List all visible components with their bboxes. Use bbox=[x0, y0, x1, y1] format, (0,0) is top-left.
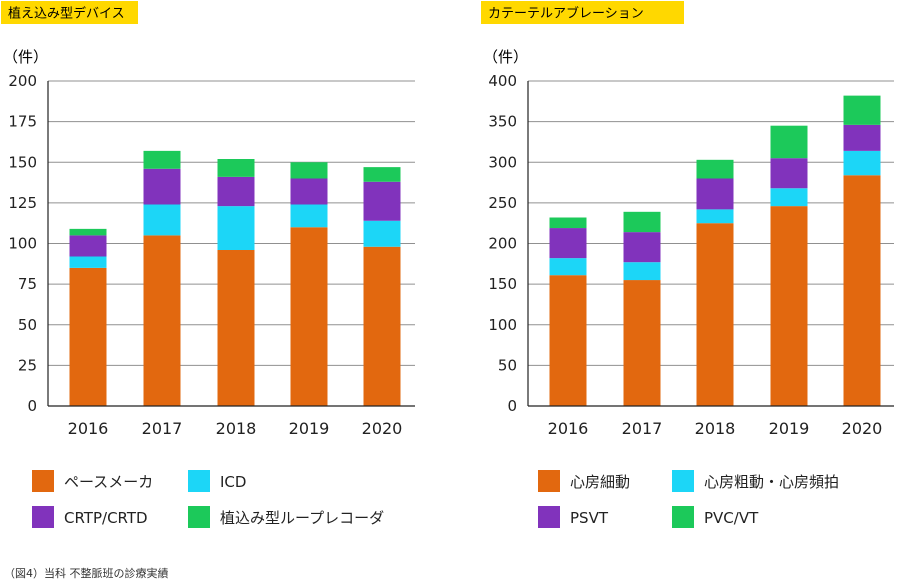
device-ytick-label: 150 bbox=[8, 153, 37, 171]
ablation-ytick-label: 0 bbox=[507, 397, 517, 415]
device-legend-swatch bbox=[188, 506, 210, 528]
device-ytick-label: 0 bbox=[27, 397, 37, 415]
device-xtick-label: 2019 bbox=[289, 419, 330, 438]
ablation-legend-label: 心房粗動・心房頻拍 bbox=[704, 473, 839, 491]
figure-caption: （図4）当科 不整脈班の診療実績 bbox=[4, 567, 169, 580]
device-ytick-label: 75 bbox=[18, 275, 37, 293]
device-legend-label: CRTP/CRTD bbox=[64, 509, 148, 527]
device-bar-2019-series3 bbox=[290, 162, 328, 179]
device-xtick-label: 2018 bbox=[216, 419, 257, 438]
device-bar-2018-series2 bbox=[217, 176, 255, 207]
ablation-legend-swatch bbox=[672, 506, 694, 528]
device-bar-2020-series2 bbox=[363, 181, 401, 221]
ablation-bar-2017-series0 bbox=[623, 280, 661, 406]
ablation-bar-2019-series2 bbox=[770, 158, 808, 189]
ablation-bar-2019-series0 bbox=[770, 206, 808, 406]
ablation-bar-2017-series3 bbox=[623, 211, 661, 233]
ablation-bar-2018-series0 bbox=[696, 223, 734, 406]
device-ytick-label: 25 bbox=[18, 356, 37, 374]
device-bar-2016-series2 bbox=[69, 235, 107, 257]
device-bar-2017-series1 bbox=[143, 204, 181, 236]
device-legend-swatch bbox=[188, 470, 210, 492]
device-legend-label: ICD bbox=[220, 473, 246, 491]
ablation-legend-swatch bbox=[672, 470, 694, 492]
ablation-xtick-label: 2018 bbox=[695, 419, 736, 438]
ablation-ytick-label: 150 bbox=[488, 275, 517, 293]
ablation-legend-swatch bbox=[538, 470, 560, 492]
device-bar-2017-series2 bbox=[143, 168, 181, 205]
ablation-ytick-label: 250 bbox=[488, 194, 517, 212]
device-ytick-label: 50 bbox=[18, 316, 37, 334]
device-legend-label: 植込み型ループレコーダ bbox=[220, 509, 384, 527]
device-bar-2020-series0 bbox=[363, 246, 401, 406]
device-xtick-label: 2017 bbox=[142, 419, 183, 438]
device-xtick-label: 2016 bbox=[68, 419, 109, 438]
ablation-bar-2018-series2 bbox=[696, 178, 734, 210]
ablation-bar-2016-series2 bbox=[549, 228, 587, 259]
ablation-legend-label: PVC/VT bbox=[704, 509, 759, 527]
ablation-legend-label: 心房細動 bbox=[570, 473, 630, 491]
ablation-bar-2019-series3 bbox=[770, 125, 808, 159]
device-bar-2020-series3 bbox=[363, 167, 401, 182]
device-chart: 植え込み型デバイス （件） 0 25 50 75 100 125 150 175 200 2016… bbox=[1, 1, 415, 528]
ablation-ytick-label: 300 bbox=[488, 153, 517, 171]
device-bar-2018-series3 bbox=[217, 159, 255, 177]
ablation-bar-2020-series2 bbox=[843, 124, 881, 151]
ablation-ytick-label: 100 bbox=[488, 316, 517, 334]
device-bar-2018-series1 bbox=[217, 206, 255, 250]
ablation-bar-2017-series2 bbox=[623, 232, 661, 263]
device-bar-2018-series0 bbox=[217, 250, 255, 406]
ablation-ytick-label: 400 bbox=[488, 72, 517, 90]
ablation-ytick-label: 50 bbox=[498, 356, 517, 374]
device-bar-2020-series1 bbox=[363, 220, 401, 247]
device-bar-2019-series2 bbox=[290, 178, 328, 205]
device-legend-swatch bbox=[32, 470, 54, 492]
device-ytick-label: 200 bbox=[8, 72, 37, 90]
ablation-bar-2020-series0 bbox=[843, 175, 881, 406]
ablation-xtick-label: 2016 bbox=[548, 419, 589, 438]
device-bar-2017-series3 bbox=[143, 150, 181, 169]
device-bar-2016-series1 bbox=[69, 256, 107, 268]
device-legend-swatch bbox=[32, 506, 54, 528]
ablation-bar-2019-series1 bbox=[770, 188, 808, 207]
device-bar-2016-series3 bbox=[69, 228, 107, 236]
ablation-chart: カテーテルアブレーション （件） 0 50 100 150 200 250 300 350 40… bbox=[481, 1, 894, 528]
ablation-bar-2017-series1 bbox=[623, 262, 661, 281]
device-chart-title: 植え込み型デバイス bbox=[8, 6, 125, 22]
ablation-bar-2018-series3 bbox=[696, 159, 734, 179]
ablation-ytick-label: 350 bbox=[488, 113, 517, 131]
device-chart-title-bg bbox=[1, 1, 138, 24]
ablation-legend-swatch bbox=[538, 506, 560, 528]
device-bar-2019-series0 bbox=[290, 227, 328, 406]
ablation-bar-2018-series1 bbox=[696, 209, 734, 224]
ablation-legend-label: PSVT bbox=[570, 509, 609, 527]
device-xtick-label: 2020 bbox=[362, 419, 403, 438]
ablation-chart-title-bg bbox=[481, 1, 684, 24]
device-legend-label: ペースメーカ bbox=[64, 473, 153, 491]
ablation-bar-2016-series1 bbox=[549, 258, 587, 276]
ablation-xtick-label: 2020 bbox=[842, 419, 883, 438]
device-chart-ylabel: （件） bbox=[3, 48, 48, 66]
device-ytick-label: 175 bbox=[8, 113, 37, 131]
ablation-bar-2016-series3 bbox=[549, 217, 587, 229]
device-bar-2016-series0 bbox=[69, 267, 107, 406]
ablation-bar-2020-series3 bbox=[843, 95, 881, 125]
device-bar-2019-series1 bbox=[290, 204, 328, 228]
ablation-chart-title: カテーテルアブレーション bbox=[488, 6, 644, 22]
ablation-chart-ylabel: （件） bbox=[483, 48, 528, 66]
device-ytick-label: 100 bbox=[8, 235, 37, 253]
ablation-xtick-label: 2019 bbox=[769, 419, 810, 438]
ablation-xtick-label: 2017 bbox=[622, 419, 663, 438]
device-bar-2017-series0 bbox=[143, 235, 181, 406]
ablation-bar-2020-series1 bbox=[843, 150, 881, 176]
ablation-bar-2016-series0 bbox=[549, 275, 587, 406]
ablation-ytick-label: 200 bbox=[488, 235, 517, 253]
device-ytick-label: 125 bbox=[8, 194, 37, 212]
